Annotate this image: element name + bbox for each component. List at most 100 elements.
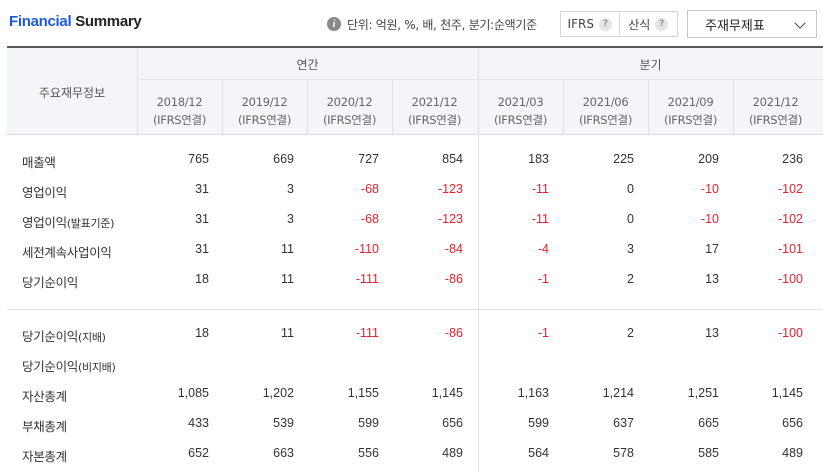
- table-cell: -10: [700, 182, 719, 196]
- section-divider: [7, 309, 823, 310]
- table-cell: 539: [273, 416, 294, 430]
- table-cell: 556: [358, 446, 379, 460]
- table-cell: -4: [537, 242, 549, 256]
- table-cell: -1: [537, 272, 549, 286]
- table-cell: 1,145: [771, 386, 803, 400]
- table-cell: -123: [437, 212, 463, 226]
- period-header: 2020/12 (IFRS연결): [322, 95, 377, 127]
- help-icon[interactable]: ?: [655, 17, 669, 31]
- table-cell: 564: [528, 446, 549, 460]
- table-cell: 1,085: [177, 386, 209, 400]
- row-label: 자산총계: [22, 389, 67, 404]
- table-cell: -11: [531, 182, 549, 196]
- row-label: 매출액: [22, 155, 56, 170]
- table-cell: 669: [273, 152, 294, 166]
- formula-button[interactable]: 산식 ?: [618, 12, 678, 36]
- table-cell: 11: [281, 326, 294, 340]
- table-cell: 1,251: [687, 386, 719, 400]
- corner-label: 주요재무정보: [38, 86, 106, 100]
- row-label: 부채총계: [22, 419, 67, 434]
- table-cell: 2: [627, 272, 634, 286]
- period-header: 2021/12 (IFRS연결): [748, 95, 803, 127]
- table-cell: 11: [281, 272, 294, 286]
- table-cell: 3: [287, 182, 294, 196]
- table-cell: -68: [360, 212, 379, 226]
- table-cell: -100: [777, 272, 803, 286]
- divider: [137, 48, 138, 135]
- title-part1: Financial: [9, 13, 72, 30]
- divider: [392, 80, 393, 135]
- table-cell: -100: [777, 326, 803, 340]
- table-cell: 433: [188, 416, 209, 430]
- table-cell: 727: [358, 152, 379, 166]
- statement-select-value: 주재무제표: [705, 18, 765, 34]
- table-cell: 578: [613, 446, 634, 460]
- table-cell: -10: [700, 212, 719, 226]
- row-label: 세전계속사업이익: [22, 245, 112, 260]
- table-cell: 1,145: [431, 386, 463, 400]
- help-icon[interactable]: ?: [598, 17, 612, 31]
- table-cell: 637: [613, 416, 634, 430]
- chevron-down-icon: [794, 17, 806, 29]
- table-cell: -86: [444, 326, 463, 340]
- group-quarter: 분기: [639, 58, 662, 72]
- divider: [563, 80, 564, 135]
- table-cell: -123: [437, 182, 463, 196]
- table-cell: 489: [442, 446, 463, 460]
- title-part2: Summary: [75, 13, 142, 30]
- table-cell: 585: [698, 446, 719, 460]
- table-cell: 13: [705, 326, 719, 340]
- info-icon[interactable]: i: [327, 17, 341, 31]
- divider: [222, 80, 223, 135]
- table-cell: -110: [354, 242, 379, 256]
- table-cell: -101: [777, 242, 803, 256]
- row-label: 당기순이익(비지배): [22, 359, 116, 374]
- table-cell: -111: [355, 272, 379, 286]
- table-cell: 1,163: [517, 386, 549, 400]
- table-cell: -11: [531, 212, 549, 226]
- row-label: 영업이익: [22, 185, 67, 200]
- table-cell: -102: [777, 182, 803, 196]
- table-cell: 489: [782, 446, 803, 460]
- table-cell: 17: [705, 242, 719, 256]
- ifrs-button[interactable]: IFRS ?: [561, 12, 619, 36]
- table-cell: 0: [627, 182, 634, 196]
- table-cell: 665: [698, 416, 719, 430]
- table-cell: 3: [287, 212, 294, 226]
- period-header: 2021/12 (IFRS연결): [407, 95, 462, 127]
- table-cell: -84: [444, 242, 463, 256]
- row-label: 영업이익(발표기준): [22, 215, 115, 230]
- divider: [307, 80, 308, 135]
- unit-info: i 단위: 억원, %, 배, 천주, 분기:순액기준: [327, 14, 537, 34]
- table-cell: -1: [537, 326, 549, 340]
- divider: [733, 80, 734, 135]
- divider: [648, 80, 649, 135]
- table-cell: 31: [195, 212, 209, 226]
- row-label: 자본총계: [22, 449, 67, 464]
- row-label: 당기순이익: [22, 275, 79, 290]
- table-cell: 0: [627, 212, 634, 226]
- table-cell: -86: [444, 272, 463, 286]
- table-cell: 31: [195, 242, 209, 256]
- table-cell: 31: [195, 182, 209, 196]
- table-cell: 599: [528, 416, 549, 430]
- table-cell: 209: [698, 152, 719, 166]
- row-label: 당기순이익(지배): [22, 329, 106, 344]
- table-cell: 18: [195, 326, 209, 340]
- table-cell: -111: [355, 326, 379, 340]
- period-header: 2021/03 (IFRS연결): [493, 95, 548, 127]
- table-cell: 599: [358, 416, 379, 430]
- page-title: Financial Summary: [9, 13, 142, 30]
- table-cell: 1,155: [347, 386, 379, 400]
- period-header: 2018/12 (IFRS연결): [152, 95, 207, 127]
- period-header: 2021/06 (IFRS연결): [578, 95, 633, 127]
- statement-select[interactable]: 주재무제표: [687, 10, 817, 38]
- table-cell: 18: [195, 272, 209, 286]
- table-cell: 656: [442, 416, 463, 430]
- table-cell: 3: [627, 242, 634, 256]
- table-cell: 236: [782, 152, 803, 166]
- ifrs-label: IFRS: [567, 17, 594, 31]
- table-cell: -102: [777, 212, 803, 226]
- formula-label: 산식: [628, 17, 651, 32]
- table-cell: 11: [281, 242, 294, 256]
